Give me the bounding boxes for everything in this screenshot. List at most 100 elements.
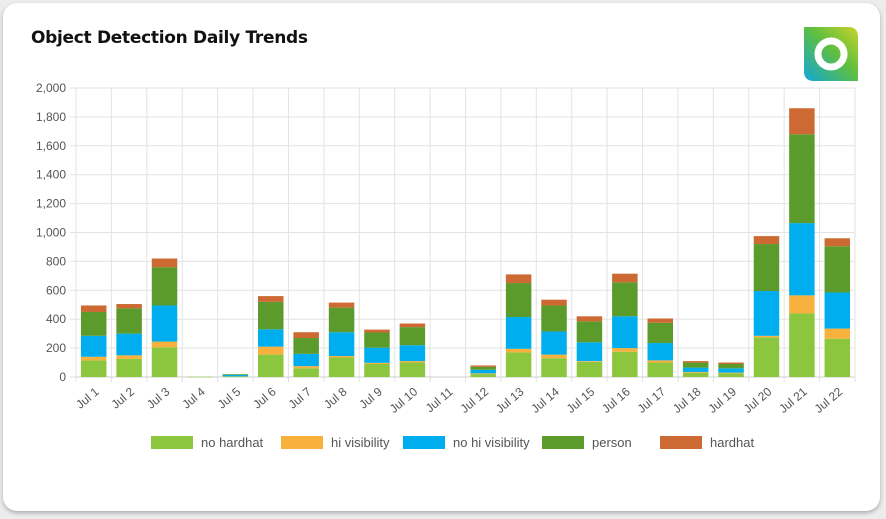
bar-segment: [753, 291, 780, 336]
bar-segment: [718, 363, 744, 369]
gradient-ring-logo-icon: [804, 27, 858, 81]
y-tick-label: 1,800: [36, 110, 66, 124]
bar-segment: [116, 304, 142, 309]
bar-segment: [187, 376, 213, 378]
legend-label: hi visibility: [331, 435, 390, 450]
x-tick-label: Jul 15: [564, 384, 598, 416]
bar-segment: [612, 282, 638, 317]
bar-segment: [151, 258, 178, 268]
bar-segment: [576, 361, 603, 377]
x-tick-label: Jul 8: [321, 384, 350, 411]
bar-segment: [470, 374, 496, 377]
x-tick-label: Jul 6: [250, 384, 279, 411]
x-tick-label: Jul 10: [387, 384, 421, 416]
bar-segment: [682, 361, 709, 363]
bar-segment: [718, 368, 744, 373]
y-tick-label: 400: [46, 312, 66, 326]
legend-swatch: [542, 436, 584, 449]
bar-segment: [151, 341, 178, 348]
bar-segment: [328, 332, 355, 357]
legend-label: hardhat: [710, 435, 754, 450]
bar-segment: [505, 348, 532, 353]
y-tick-label: 800: [46, 254, 66, 268]
bar-segment: [612, 273, 638, 283]
bar-segment: [116, 308, 142, 334]
bar-segment: [541, 299, 567, 306]
bar-segment: [151, 347, 178, 377]
bar-segment: [753, 335, 780, 338]
bar-segment: [328, 357, 355, 377]
y-tick-label: 600: [46, 283, 66, 297]
chart-card: Object Detection Daily Trends 0 200 400 600…: [3, 3, 880, 511]
y-tick-label: 1,400: [36, 168, 66, 182]
stacked-bar-chart: 0 200 400 600 800 1,000 1,200 1,400 1,600 1,800 2,…: [36, 81, 856, 450]
x-tick-label: Jul 20: [741, 384, 775, 416]
bar-segment: [753, 236, 780, 245]
bar-segment: [151, 305, 178, 342]
bar-segment: [541, 331, 567, 355]
bar-segment: [682, 372, 709, 377]
y-tick-label: 0: [59, 370, 66, 384]
bar-segment: [505, 352, 532, 377]
legend-swatch: [660, 436, 702, 449]
bar-segment: [116, 358, 142, 377]
x-tick-label: Jul 9: [356, 384, 385, 411]
bar-segment: [647, 360, 673, 363]
bar-segment: [399, 362, 426, 377]
bar-segment: [824, 238, 851, 247]
y-tick-label: 1,600: [36, 139, 66, 153]
x-tick-label: Jul 13: [493, 384, 527, 416]
bar-segment: [789, 108, 815, 135]
bar-segment: [824, 338, 851, 377]
bar-segment: [576, 321, 603, 343]
bar-segment: [364, 332, 390, 348]
x-tick-label: Jul 19: [705, 384, 739, 416]
legend-swatch: [151, 436, 193, 449]
bar-segment: [364, 363, 390, 377]
legend-label: no hardhat: [201, 435, 264, 450]
x-tick-label: Jul 5: [215, 384, 244, 411]
bar-segment: [824, 246, 851, 293]
bar-segment: [258, 329, 284, 347]
bar-segment: [222, 376, 249, 377]
bar-segment: [612, 316, 638, 349]
bar-segment: [80, 335, 107, 357]
bar-segment: [789, 223, 815, 296]
y-tick-label: 1,200: [36, 197, 66, 211]
bar-segment: [541, 354, 567, 359]
x-tick-label: Jul 3: [144, 384, 173, 411]
legend-swatch: [403, 436, 445, 449]
y-tick-label: 2,000: [36, 81, 66, 95]
bar-segment: [364, 329, 390, 333]
x-tick-label: Jul 16: [599, 384, 633, 416]
bar-segment: [541, 358, 567, 377]
bar-segment: [824, 292, 851, 329]
x-tick-label: Jul 11: [423, 384, 456, 415]
bar-segment: [789, 295, 815, 314]
bar-segment: [718, 373, 744, 377]
bar-segment: [364, 362, 390, 364]
bar-segment: [80, 305, 107, 312]
bar-segment: [258, 301, 284, 330]
bar-segment: [328, 307, 355, 333]
bar-segment: [647, 318, 673, 323]
bar-segment: [328, 302, 355, 308]
bar-segment: [612, 348, 638, 352]
bar-segment: [80, 311, 107, 336]
bar-segment: [576, 361, 603, 362]
bar-segment: [647, 322, 673, 344]
x-tick-label: Jul 22: [812, 384, 846, 416]
chart-title: Object Detection Daily Trends: [31, 28, 308, 48]
bar-segment: [399, 361, 426, 363]
x-tick-label: Jul 12: [458, 384, 492, 416]
bar-segment: [116, 333, 142, 356]
bar-segment: [789, 313, 815, 377]
legend-label: no hi visibility: [453, 435, 530, 450]
bar-segment: [222, 374, 249, 375]
y-tick-label: 1,000: [36, 226, 66, 240]
bar-segment: [293, 337, 319, 354]
bar-segment: [647, 343, 673, 361]
bar-segment: [824, 328, 851, 339]
bar-segment: [505, 274, 532, 284]
bar-segment: [80, 356, 107, 361]
